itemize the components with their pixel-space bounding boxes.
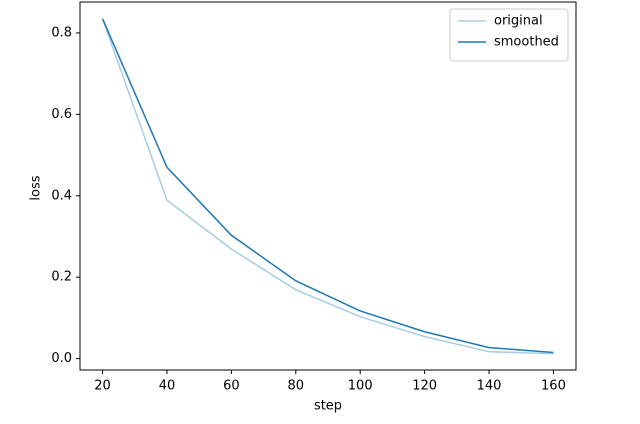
x-tick-label: 100 [348, 379, 373, 394]
x-axis-label: step [314, 399, 342, 414]
legend-label: smoothed [494, 35, 559, 50]
x-tick-label: 80 [288, 379, 305, 394]
y-tick-label: 0.6 [51, 107, 72, 122]
line-series [101, 18, 554, 354]
y-tick-label: 0.4 [51, 188, 72, 203]
x-tick-label: 40 [159, 379, 176, 394]
line-series [101, 18, 554, 355]
x-tick-label: 20 [94, 379, 111, 394]
legend-box [449, 8, 569, 62]
x-tick-label: 60 [223, 379, 240, 394]
y-tick-label: 0.0 [51, 351, 72, 366]
x-tick-label: 120 [412, 379, 437, 394]
x-tick-label: 160 [541, 379, 566, 394]
x-tick-label: 140 [477, 379, 502, 394]
y-tick-label: 0.8 [51, 25, 72, 40]
plot-frame [79, 1, 577, 371]
y-tick-label: 0.2 [51, 270, 72, 285]
legend-label: original [494, 14, 543, 29]
y-axis-label: loss [29, 175, 44, 200]
